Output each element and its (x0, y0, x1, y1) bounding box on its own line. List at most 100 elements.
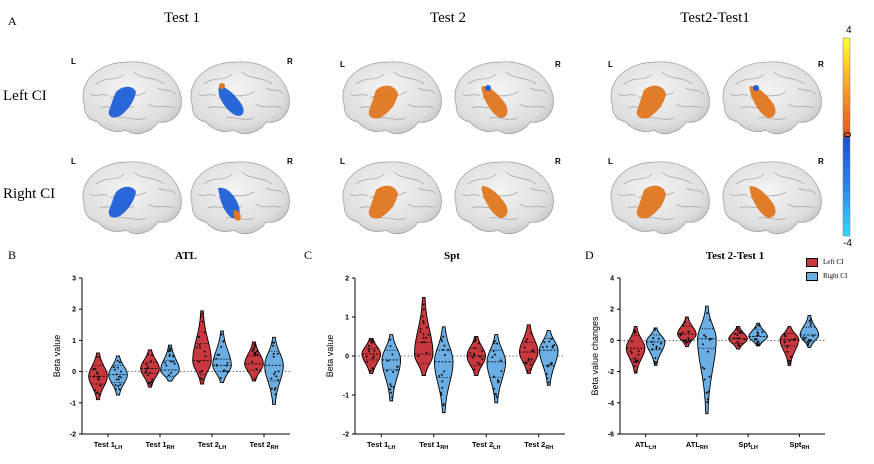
data-point (254, 351, 257, 354)
hemi-label-l: L (608, 157, 613, 166)
data-point (473, 352, 476, 355)
data-point (422, 333, 425, 336)
data-point (740, 330, 743, 333)
data-point (367, 344, 370, 347)
data-point (150, 381, 153, 384)
data-point (655, 347, 658, 350)
colorbar-min-label: -4 (843, 238, 852, 249)
data-point (115, 378, 118, 381)
data-point (271, 344, 274, 347)
data-point (145, 363, 148, 366)
data-point (526, 338, 529, 341)
data-point (650, 340, 653, 343)
legend-item-left-ci: Left CI (806, 255, 872, 269)
data-point (493, 340, 496, 343)
hemi-label-r: R (287, 157, 293, 166)
data-point (738, 345, 741, 348)
data-point (201, 378, 204, 381)
data-point (652, 343, 655, 346)
data-point (369, 369, 371, 372)
data-point (96, 355, 99, 358)
data-point (632, 360, 635, 363)
x-tick-label: Test 1LH (367, 440, 395, 451)
data-point (116, 359, 119, 362)
data-point (226, 370, 229, 373)
data-point (807, 342, 810, 345)
data-point (706, 401, 709, 404)
data-point (253, 353, 256, 356)
data-point (226, 362, 229, 364)
data-point (701, 366, 704, 369)
data-point (530, 332, 533, 335)
data-point (756, 343, 759, 346)
violin-right-ci (645, 327, 666, 366)
data-point (633, 329, 636, 332)
data-point (785, 346, 788, 349)
data-point (493, 342, 496, 345)
data-point (389, 345, 392, 348)
data-point (151, 354, 153, 357)
data-point (368, 348, 370, 351)
data-point (492, 350, 495, 352)
data-point (197, 360, 200, 363)
violin-right-ci (697, 305, 717, 415)
data-point (708, 338, 711, 341)
data-point (441, 348, 444, 351)
data-point (550, 362, 553, 365)
data-point (219, 377, 222, 380)
y-axis-label: Beta value (52, 335, 62, 378)
data-point (784, 335, 787, 338)
data-point (113, 368, 116, 371)
data-point (787, 359, 790, 362)
data-point (173, 362, 176, 365)
data-point (706, 350, 709, 353)
data-point (120, 370, 123, 373)
panel-label-d: D (585, 248, 594, 262)
legend-swatch-right-ci (806, 271, 818, 281)
data-point (635, 361, 638, 364)
data-point (637, 353, 640, 356)
data-point (703, 367, 706, 370)
data-point (474, 337, 477, 340)
data-point (270, 387, 273, 390)
data-point (441, 340, 443, 342)
data-point (653, 360, 656, 363)
data-point (97, 375, 100, 378)
data-point (443, 354, 446, 356)
data-point (371, 341, 374, 344)
data-point (473, 340, 476, 343)
data-point (427, 333, 430, 336)
hemi-label-l: L (71, 57, 76, 66)
data-point (98, 393, 101, 396)
data-point (753, 338, 756, 341)
data-point (422, 336, 425, 339)
y-tick-label: 3 (72, 276, 76, 283)
data-point (545, 373, 548, 376)
data-point (738, 330, 741, 333)
brain-grid (82, 37, 851, 237)
data-point (199, 346, 201, 349)
data-point (708, 319, 711, 321)
data-point (390, 391, 392, 394)
data-point (442, 335, 445, 338)
data-point (421, 315, 424, 318)
data-point (736, 329, 739, 331)
data-point (525, 340, 527, 343)
column-title-test1: Test 1 (163, 10, 201, 26)
data-point (97, 378, 100, 381)
x-tick-label: ATLRH (686, 440, 708, 451)
data-point (481, 358, 484, 360)
hemi-label-r: R (555, 157, 561, 166)
y-tick-label: 2 (72, 307, 76, 314)
data-point (706, 312, 709, 315)
data-point (802, 336, 805, 339)
data-point (546, 377, 549, 380)
data-point (370, 339, 373, 342)
data-point (755, 342, 758, 345)
data-point (526, 369, 529, 372)
data-point (757, 340, 760, 343)
y-tick-label: 4 (610, 276, 614, 283)
violin-right-ci (434, 326, 454, 414)
data-point (743, 338, 746, 341)
